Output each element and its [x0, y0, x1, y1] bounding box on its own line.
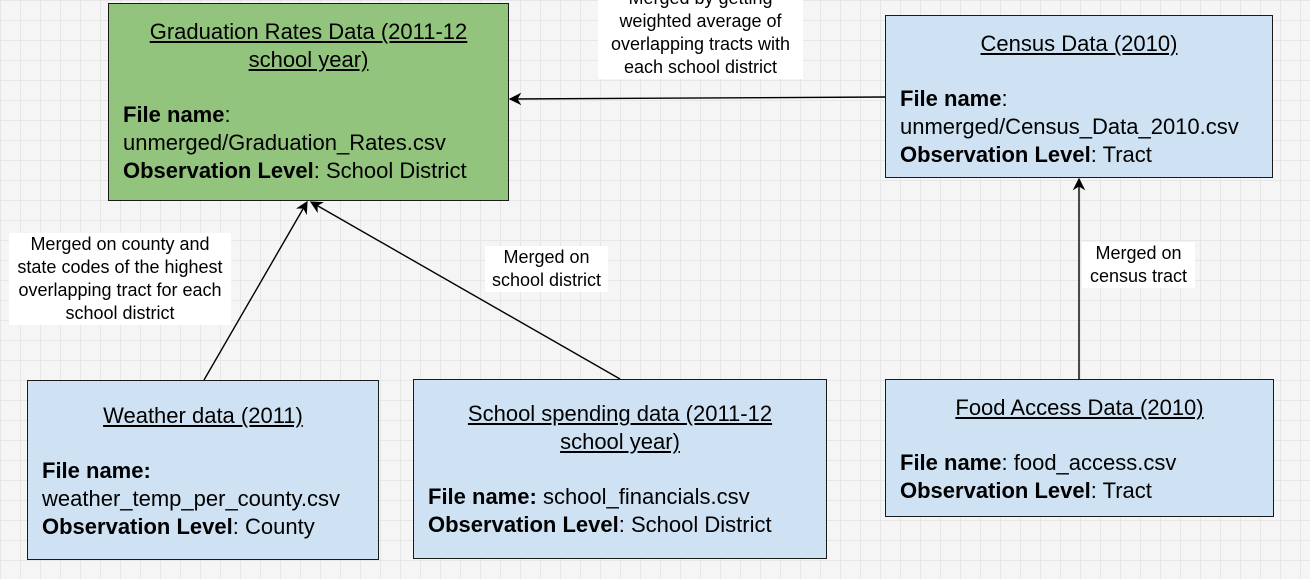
weather-observation-line: Observation Level: County	[42, 513, 364, 541]
school-spending-file-line: File name: school_financials.csv	[428, 483, 812, 511]
file-name-label: File name	[123, 102, 225, 127]
weather-file-value: weather_temp_per_county.csv	[42, 486, 340, 511]
arrow-census-to-graduation	[508, 92, 886, 106]
school-spending-observation-line: Observation Level: School District	[428, 511, 812, 539]
file-name-label: File name:	[428, 484, 537, 509]
weather-observation-value: County	[245, 514, 315, 539]
arrow-spending-to-graduation	[309, 201, 621, 380]
graduation-rates-file-label-line: File name:	[123, 101, 494, 129]
food-access-box[interactable]: Food Access Data (2010) File name: food_…	[885, 379, 1274, 517]
weather-data-title: Weather data (2011)	[103, 403, 303, 428]
food-access-file-line: File name: food_access.csv	[900, 449, 1259, 477]
colon-separator: :	[1090, 478, 1097, 503]
food-access-file-value: food_access.csv	[1013, 450, 1177, 475]
colon-separator: :	[1001, 450, 1008, 475]
observation-level-label: Observation Level	[123, 158, 314, 183]
graduation-rates-file-value: unmerged/Graduation_Rates.csv	[123, 130, 446, 155]
graduation-rates-box[interactable]: Graduation Rates Data (2011-12 school ye…	[108, 3, 509, 201]
observation-level-label: Observation Level	[428, 512, 619, 537]
school-spending-title: School spending data (2011-12 school yea…	[467, 401, 773, 454]
colon-separator: :	[618, 512, 625, 537]
edge-label-spending-to-graduation: Merged on school district	[485, 246, 608, 292]
graduation-rates-title: Graduation Rates Data (2011-12 school ye…	[149, 19, 468, 72]
observation-level-label: Observation Level	[900, 478, 1091, 503]
weather-file-line: File name:	[42, 457, 364, 485]
census-file-value: unmerged/Census_Data_2010.csv	[900, 114, 1239, 139]
food-access-observation-line: Observation Level: Tract	[900, 477, 1259, 505]
edge-label-food-to-census: Merged on census tract	[1082, 242, 1195, 288]
food-access-observation-value: Tract	[1102, 478, 1152, 503]
census-data-title: Census Data (2010)	[980, 31, 1178, 56]
census-file-line: File name:	[900, 85, 1258, 113]
census-data-box[interactable]: Census Data (2010) File name: unmerged/C…	[885, 15, 1273, 178]
file-name-label: File name	[900, 450, 1002, 475]
observation-level-label: Observation Level	[900, 142, 1091, 167]
file-name-label: File name:	[42, 458, 151, 483]
food-access-title: Food Access Data (2010)	[955, 395, 1204, 420]
school-spending-file-value: school_financials.csv	[542, 484, 750, 509]
colon-separator: :	[1090, 142, 1097, 167]
census-observation-line: Observation Level: Tract	[900, 141, 1258, 169]
edge-label-census-to-graduation: Merged by getting weighted average of ov…	[598, 0, 803, 79]
colon-separator: :	[313, 158, 320, 183]
file-name-label: File name	[900, 86, 1002, 111]
graduation-rates-observation-value: School District	[326, 158, 467, 183]
observation-level-label: Observation Level	[42, 514, 233, 539]
census-observation-value: Tract	[1102, 142, 1152, 167]
arrow-weather-to-graduation	[203, 200, 308, 381]
colon-separator: :	[1001, 86, 1008, 111]
weather-data-box[interactable]: Weather data (2011) File name: weather_t…	[27, 380, 379, 560]
graduation-rates-observation-line: Observation Level: School District	[123, 157, 494, 185]
colon-separator: :	[224, 102, 231, 127]
school-spending-observation-value: School District	[631, 512, 772, 537]
edge-label-weather-to-graduation: Merged on county and state codes of the …	[9, 233, 231, 325]
colon-separator: :	[232, 514, 239, 539]
school-spending-box[interactable]: School spending data (2011-12 school yea…	[413, 379, 827, 559]
